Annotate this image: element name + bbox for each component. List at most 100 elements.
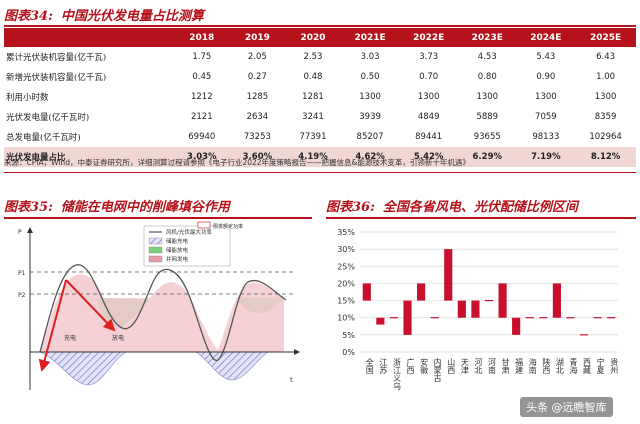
charge-annotation: 充电: [64, 334, 76, 342]
column-header: 2019: [229, 28, 286, 47]
x-tick-label: 河南: [488, 357, 497, 374]
column-header: 2023E: [457, 28, 517, 47]
table-cell: 7.19%: [516, 147, 576, 167]
grid-generation-region: [40, 274, 284, 352]
legend-swatch: [148, 255, 163, 263]
range-bar: [484, 299, 494, 302]
p1-label: P1: [18, 270, 26, 277]
table-cell: 0.45: [192, 72, 212, 82]
table-cell: 0.70: [419, 72, 439, 82]
table-cell: 1.00: [596, 72, 616, 82]
y-tick-label: 25%: [337, 262, 355, 271]
legend-swatch: [148, 246, 163, 254]
x-tick-label: 内蒙古: [433, 357, 442, 383]
table-cell: 0.50: [360, 72, 380, 82]
table-cell: 1300: [535, 92, 557, 102]
table-cell: 5889: [476, 112, 499, 122]
x-axis-label: t: [290, 376, 293, 384]
rated-power-label: 限发额定功率: [213, 223, 243, 230]
y-tick-label: 20%: [337, 279, 355, 288]
charging-region: [194, 351, 269, 381]
y-tick-label: 5%: [342, 331, 355, 340]
x-tick-label: 甘肃: [501, 357, 510, 375]
generation-share-table: 2018 2019 2020 2021E 2022E 2023E 2024E 2025E 累计…: [4, 28, 636, 167]
legend-swatch: [148, 237, 163, 245]
x-tick-label: 全国: [365, 357, 374, 375]
row-label: 利用小时数: [6, 93, 49, 103]
table-cell: 1281: [302, 92, 324, 102]
legend-label: 储能充电: [166, 237, 189, 245]
discharge-annotation: 放电: [112, 334, 124, 342]
y-tick-label: 0%: [342, 348, 355, 357]
x-tick-label: 浙江义乌: [392, 357, 401, 391]
range-bar: [376, 317, 385, 325]
max-power-curve: [39, 264, 287, 361]
watermark: 头条 @远瞻智库: [520, 397, 613, 417]
y-tick-label: 30%: [337, 245, 355, 254]
table-cell: 4.19%: [285, 147, 341, 167]
table-cell: 77391: [299, 132, 327, 142]
table-cell: 5.43: [536, 52, 556, 62]
x-tick-label: 贵州: [610, 357, 619, 374]
table-cell: 1212: [190, 92, 213, 102]
legend-label: 储能放电: [166, 246, 189, 254]
table-cell: 2634: [246, 112, 269, 122]
table-cell: 3939: [359, 112, 381, 122]
row-label: 光伏发电量占比: [4, 147, 174, 167]
table-cell: 69940: [188, 132, 216, 142]
range-bar: [539, 317, 548, 319]
x-tick-label: 海南: [528, 357, 537, 374]
range-bar: [566, 317, 575, 319]
legend-label: 风机/光伏最大功率: [166, 228, 212, 236]
range-bar: [593, 317, 602, 319]
x-tick-label: 青海: [569, 357, 578, 375]
figure-35-title: 储能在电网中的削峰填谷作用: [60, 199, 230, 215]
discharge-arrow: [65, 279, 116, 332]
table-cell: 1300: [476, 92, 499, 102]
table-header-row: 2018 2019 2020 2021E 2022E 2023E 2024E 2025E: [4, 28, 636, 47]
y-tick-label: 15%: [337, 297, 355, 306]
y-tick-label: 35%: [337, 228, 355, 237]
table-cell: 89441: [415, 132, 443, 142]
x-tick-label: 山西: [447, 357, 456, 375]
range-bar: [389, 317, 399, 319]
table-cell: 102964: [589, 132, 622, 142]
table-cell: 73253: [243, 132, 271, 142]
table-cell: 3.03: [360, 52, 380, 62]
table-cell: 4.53: [477, 52, 497, 62]
table-row: 总发电量(亿千瓦时) 69940 73253 77391 85207 89441 93655…: [4, 127, 636, 147]
column-header: 2025E: [575, 28, 636, 47]
figure-36-header: 图表36: 全国各省风电、光伏配储比例区间: [326, 193, 578, 217]
column-header: 2020: [285, 28, 341, 47]
table-cell: 98133: [532, 132, 560, 142]
figure-35-header: 图表35: 储能在电网中的削峰填谷作用: [4, 193, 230, 217]
table-cell: 0.27: [247, 72, 267, 82]
p2-label: P2: [18, 292, 26, 299]
rated-power-swatch: [197, 221, 211, 229]
figure-36-title: 全国各省风电、光伏配储比例区间: [382, 199, 578, 215]
x-tick-label: 河北: [474, 357, 483, 375]
table-cell: 2.05: [247, 52, 267, 62]
legend-label: 并网发电: [166, 255, 189, 263]
range-bar: [362, 283, 371, 301]
table-cell: 4849: [417, 112, 440, 122]
table-cell: 3.60%: [229, 147, 286, 167]
x-tick-label: 西藏: [583, 358, 592, 375]
table-cell: 0.48: [303, 72, 323, 82]
range-bar: [444, 249, 453, 301]
range-bar: [417, 283, 426, 301]
x-tick-label: 福建: [515, 358, 524, 375]
source-note: 来源：CPIA，Wind，中泰证券研究所，详细测算过程请参照《电子行业2022年…: [4, 158, 470, 167]
y-axis-label: P: [18, 229, 22, 236]
table-cell: 1.75: [192, 52, 212, 62]
row-label: 光伏发电量(亿千瓦时): [6, 113, 90, 123]
x-tick-label: 广西: [406, 357, 415, 375]
range-bar: [512, 317, 521, 335]
figure-34-title: 中国光伏发电量占比测算: [60, 8, 204, 24]
table-cell: 6.43: [596, 52, 616, 62]
range-bar: [607, 317, 616, 319]
table-row: 光伏发电量占比 3.03% 3.60% 4.19% 4.62% 5.42% 6.29% 7.1…: [4, 147, 636, 167]
table-row: 新增光伏装机容量(亿千瓦) 0.45 0.27 0.48 0.50 0.70 0.80 0.9…: [4, 67, 636, 87]
y-tick-label: 10%: [337, 314, 355, 323]
table-cell: 1300: [359, 92, 381, 102]
